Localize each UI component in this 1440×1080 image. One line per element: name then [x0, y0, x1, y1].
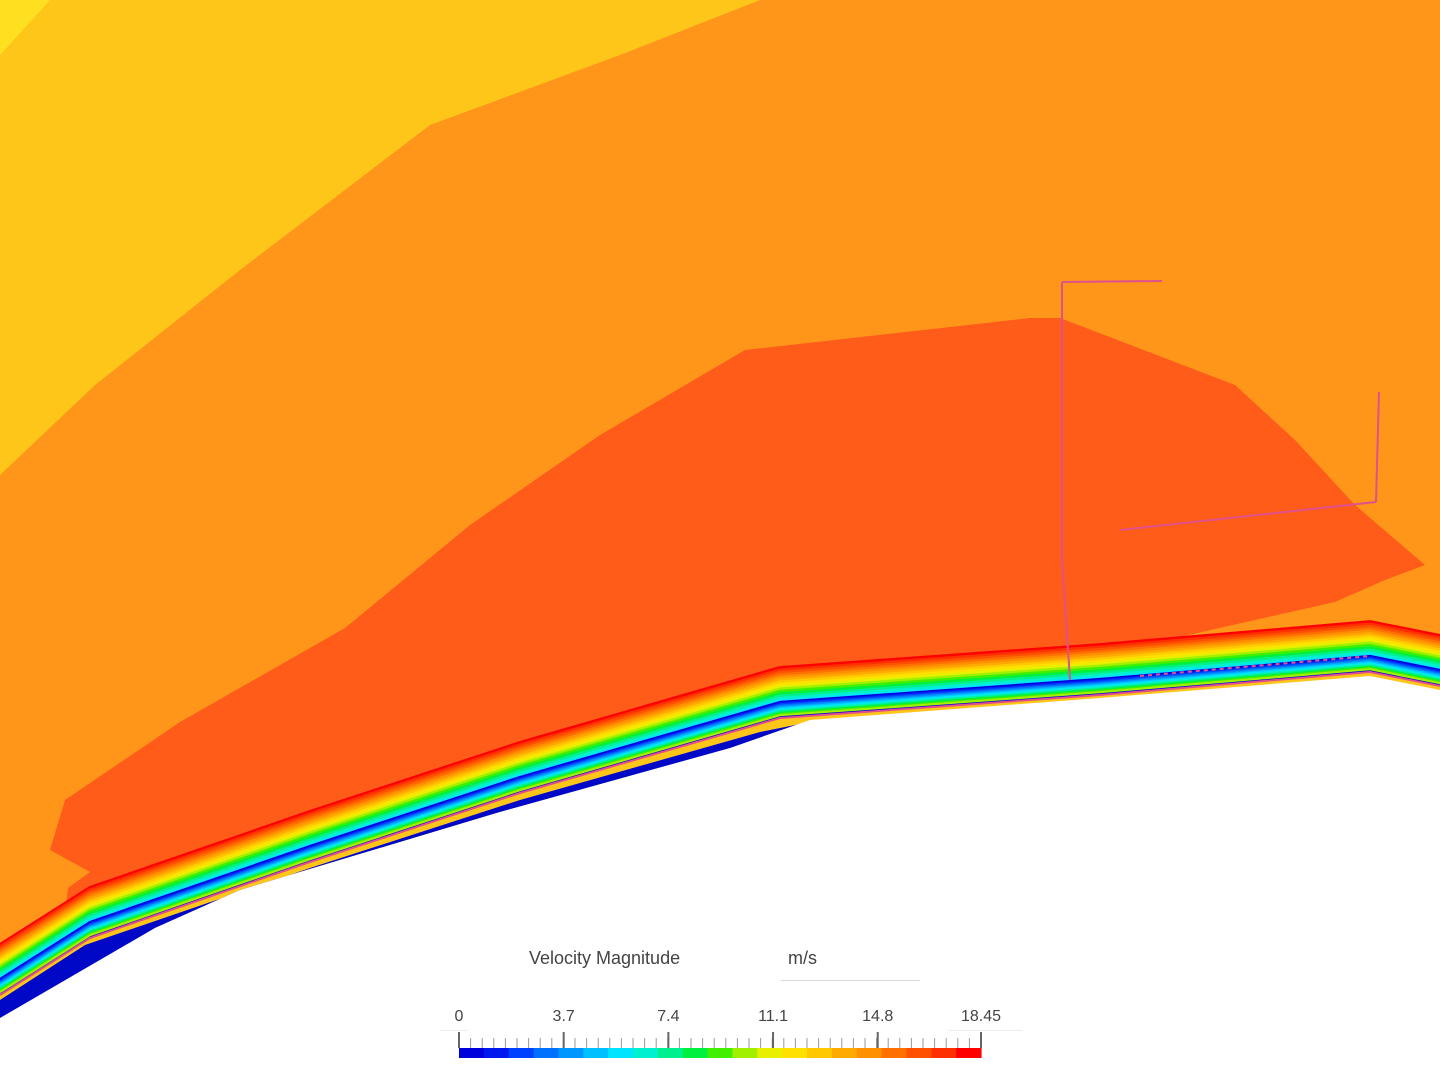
boundary-band [0, 641, 1440, 969]
velocity-legend: Velocity Magnitude m/s 0 3.7 7.4 11.1 14.8 18… [440, 940, 1040, 1070]
colorbar-tick-label: 7.4 [657, 1008, 680, 1025]
colorbar-segment [881, 1048, 908, 1058]
colorbar-tick-label: 11.1 [758, 1008, 789, 1025]
boundary-band [0, 636, 1440, 964]
wall-edge-line [0, 670, 1440, 996]
boundary-band-inner [0, 664, 1440, 990]
probe-line-top-horizontal [1061, 280, 1163, 283]
boundary-band-inner [0, 658, 1440, 984]
boundary-band [0, 648, 1440, 976]
boundary-band [0, 624, 1440, 952]
colorbar-segment [956, 1048, 982, 1058]
solid-body [0, 676, 1440, 1080]
boundary-band [0, 620, 1440, 947]
boundary-band [0, 643, 1440, 971]
boundary-band-inner [0, 657, 1440, 983]
boundary-band [0, 646, 1440, 973]
legend-unit-underline [781, 980, 920, 981]
boundary-band-inner [0, 663, 1440, 989]
boundary-band [0, 627, 1440, 954]
boundary-layer-bands [0, 620, 1440, 995]
boundary-band-inner [0, 662, 1440, 988]
boundary-band [0, 631, 1440, 959]
colorbar-tick-label: 3.7 [552, 1008, 575, 1025]
colorbar-segment [732, 1048, 758, 1058]
probe-line-right-vertical [1375, 391, 1380, 503]
colorbar-tick-label: 14.8 [862, 1008, 894, 1025]
colorbar-segment [807, 1048, 833, 1058]
contour-zone-red-core [50, 318, 1425, 912]
boundary-band-inner [0, 659, 1440, 985]
colorbar-segment [533, 1048, 560, 1058]
boundary-band-inner [0, 656, 1440, 982]
colorbar-segment [583, 1048, 609, 1058]
probe-lines [1061, 280, 1380, 681]
colorbar-segment [459, 1048, 485, 1058]
colorbar-segment [757, 1048, 783, 1058]
legend-colorbar [440, 1030, 1022, 1058]
boundary-band [0, 639, 1440, 966]
boundary-band [0, 629, 1440, 957]
boundary-band-inner [0, 668, 1440, 994]
colorbar-segment [856, 1048, 883, 1058]
colorbar-segment [608, 1048, 634, 1058]
colorbar-segment [483, 1048, 510, 1058]
colorbar-tick-label: 18.45 [960, 1008, 1002, 1025]
boundary-band-inner [0, 665, 1440, 991]
colorbar-segment [508, 1048, 535, 1058]
boundary-band [0, 651, 1440, 978]
colorbar-segment [906, 1048, 932, 1058]
boundary-band-inner [0, 666, 1440, 992]
probe-line-wall-dashed [1139, 655, 1371, 677]
colorbar-segment [782, 1048, 808, 1058]
probe-line-left-vertical [1061, 282, 1071, 681]
colorbar-segment [682, 1048, 709, 1058]
colorbar-segment [931, 1048, 957, 1058]
colorbar-segment [831, 1048, 858, 1058]
contour-zone-bright-yellow [0, 0, 50, 55]
colorbar-segment [633, 1048, 659, 1058]
boundary-band-inner [0, 660, 1440, 986]
legend-title: Velocity Magnitude [529, 948, 681, 968]
probe-line-diagonal [1119, 501, 1377, 531]
colorbar-segment [707, 1048, 734, 1058]
legend-unit: m/s [788, 948, 817, 968]
boundary-band [0, 634, 1440, 961]
colorbar-tick-label: 0 [454, 1008, 464, 1025]
colorbar-segment [558, 1048, 584, 1058]
colorbar-segment [657, 1048, 684, 1058]
boundary-band [0, 622, 1440, 950]
